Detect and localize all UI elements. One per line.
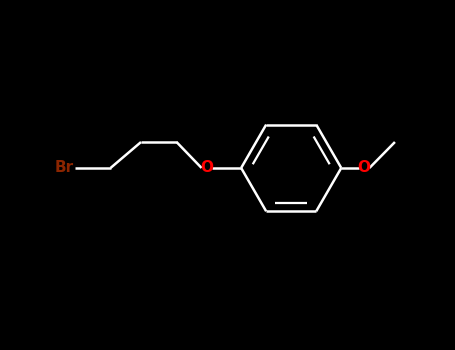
Text: Br: Br: [54, 160, 73, 175]
Text: O: O: [358, 160, 370, 175]
Text: O: O: [201, 160, 213, 175]
